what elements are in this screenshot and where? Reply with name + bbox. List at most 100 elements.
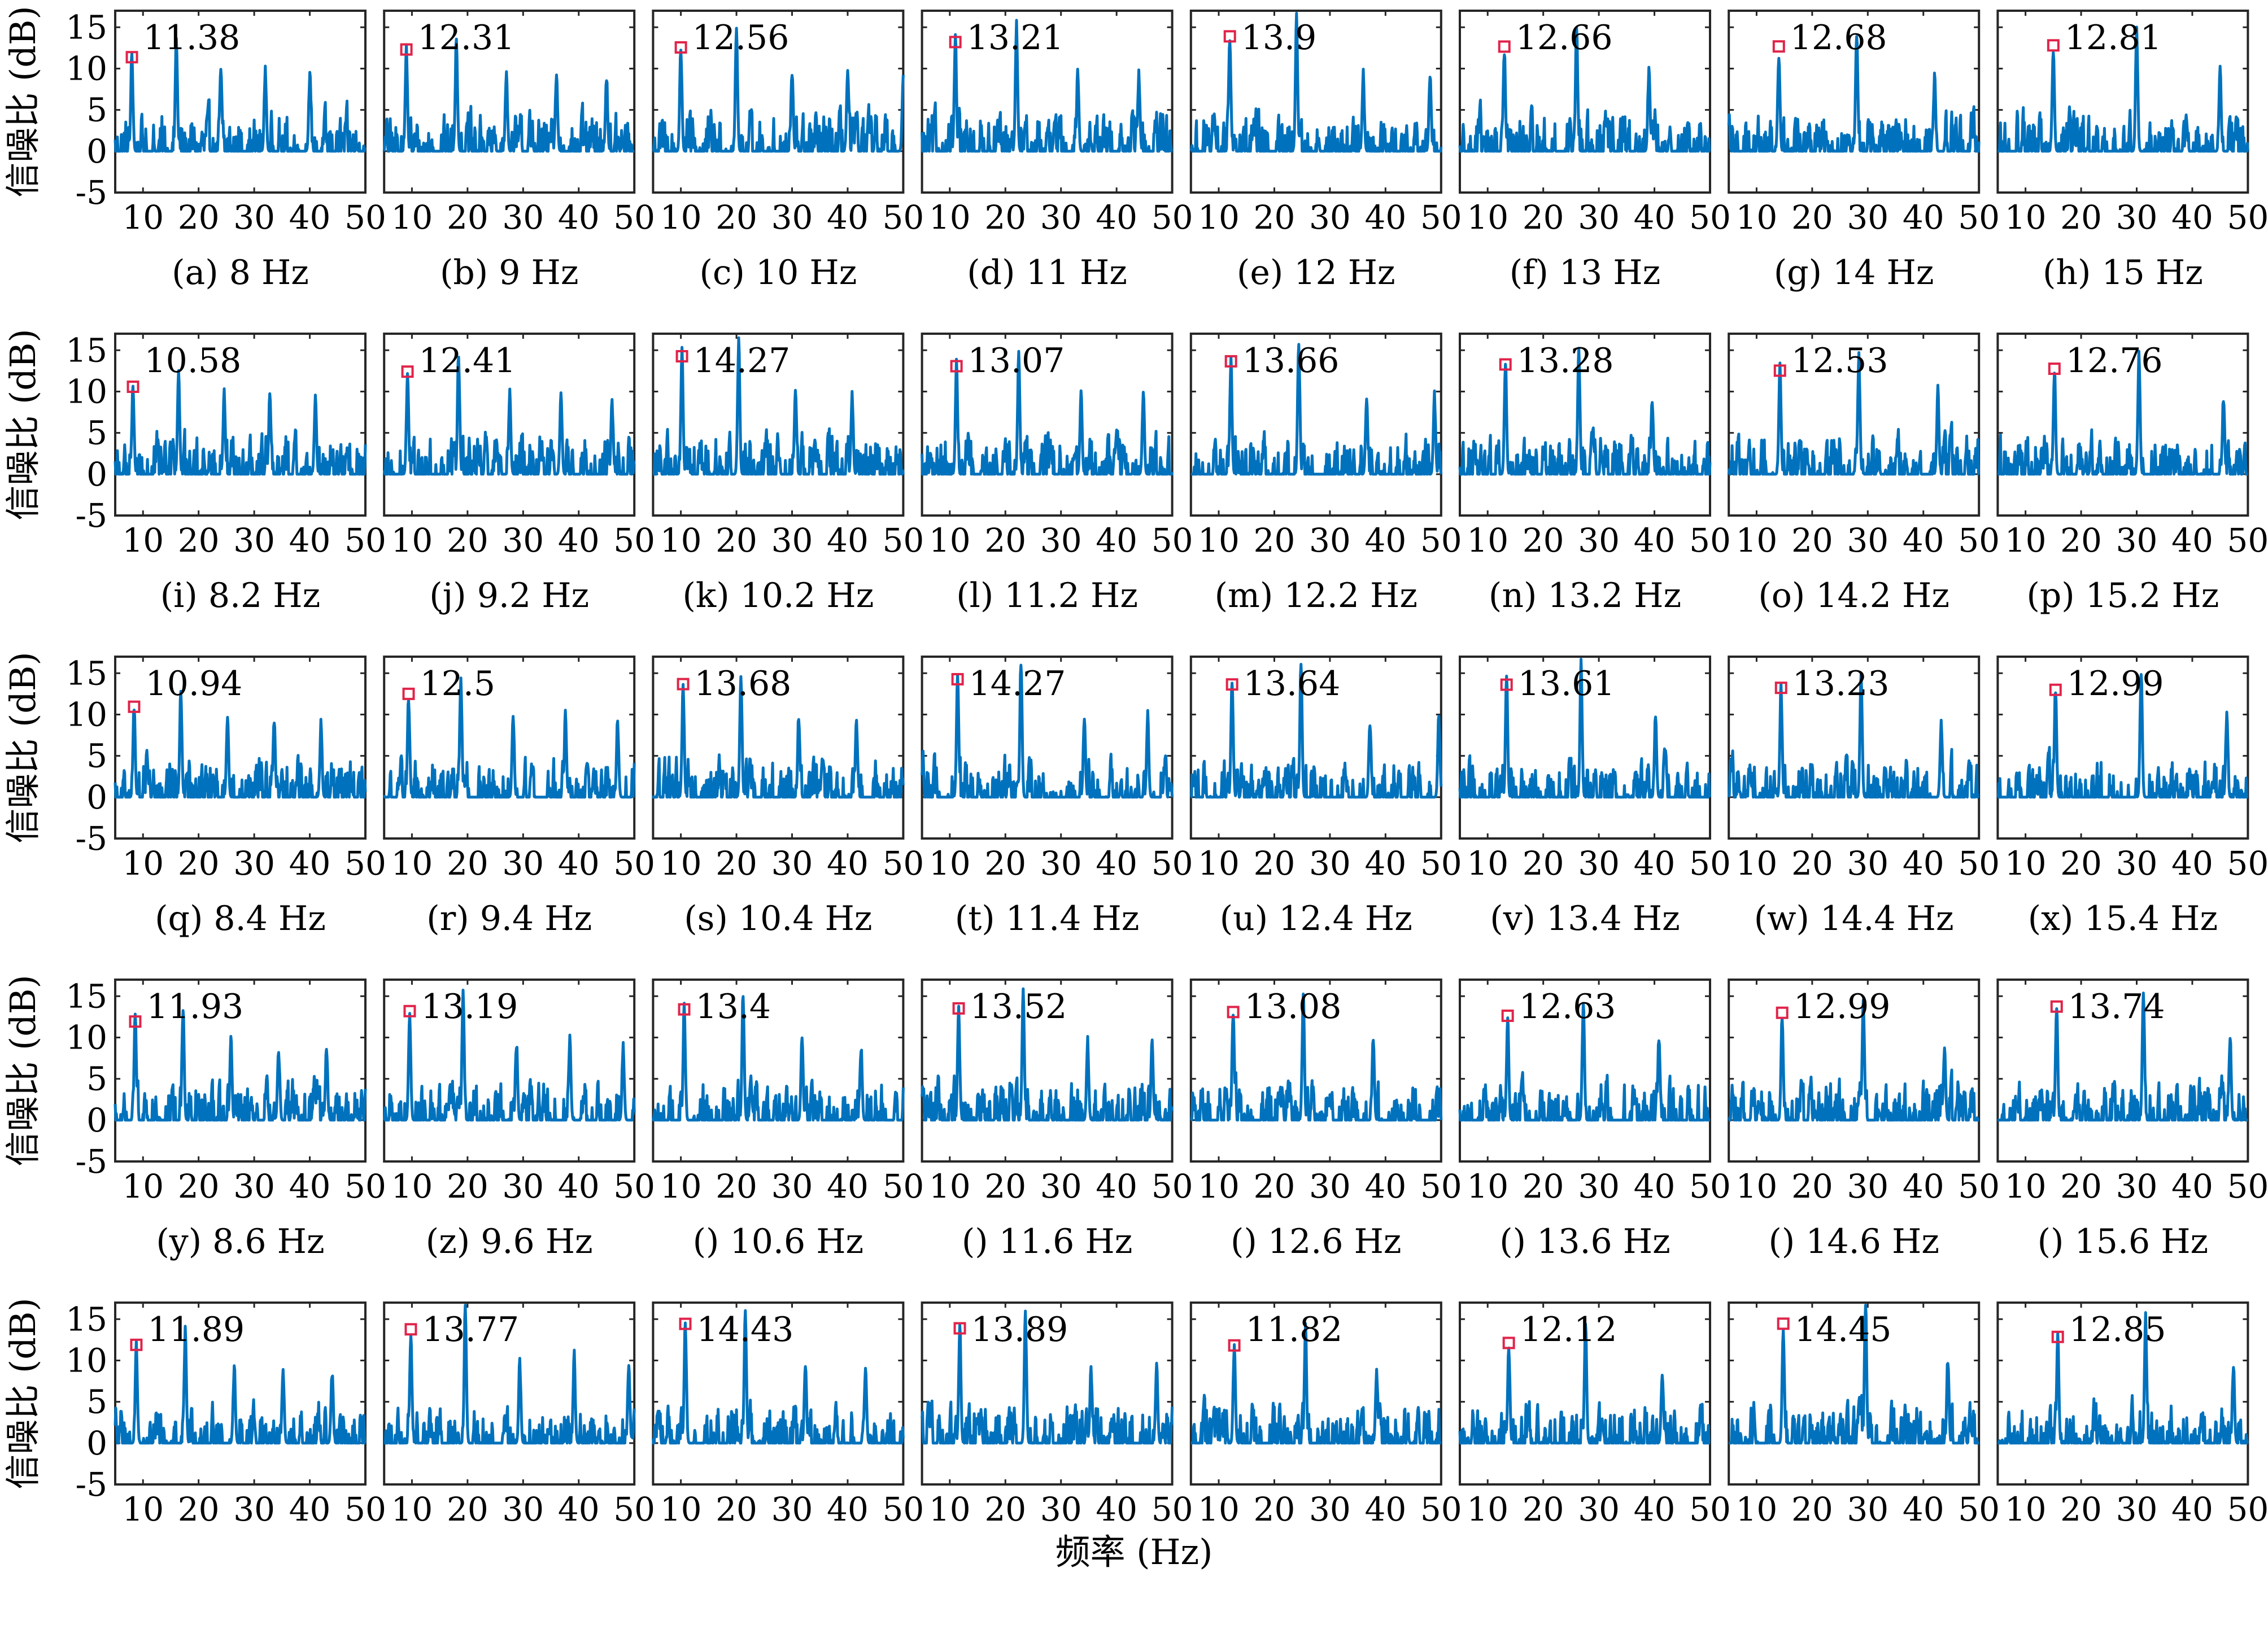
snr-series-line xyxy=(921,987,1174,1122)
subplot: 10 20 30 40 50 13.08 () 12.6 Hz xyxy=(1189,979,1462,1261)
snr-series-line xyxy=(1996,1311,2249,1445)
x-tick-label: 50 xyxy=(882,844,924,883)
x-tick-label: 10 xyxy=(1198,1167,1240,1206)
peak-value-label: 12.66 xyxy=(1516,18,1613,58)
snr-series-line xyxy=(383,1303,636,1445)
x-tick-label: 40 xyxy=(1903,521,1944,560)
subplot: 10 20 30 40 50 13.19 (z) 9.6 Hz xyxy=(383,979,655,1261)
subplot: 10 20 30 40 50 12.99 () 14.6 Hz xyxy=(1728,979,2000,1261)
subplot-caption: (l) 11.2 Hz xyxy=(956,576,1138,615)
peak-value-label: 13.21 xyxy=(967,18,1064,58)
subplot-caption: (o) 14.2 Hz xyxy=(1758,576,1949,615)
x-tick-label: 50 xyxy=(2227,198,2268,237)
y-tick-label: -5 xyxy=(76,173,108,212)
x-tick-label: 40 xyxy=(558,521,600,560)
x-tick-label: 50 xyxy=(1689,521,1731,560)
x-tick-label: 50 xyxy=(613,844,655,883)
x-tick-label: 40 xyxy=(289,844,331,883)
subplot-caption: (m) 12.2 Hz xyxy=(1215,576,1418,615)
x-tick-label: 20 xyxy=(1523,198,1564,237)
peak-value-label: 12.53 xyxy=(1791,341,1888,381)
x-tick-label: 50 xyxy=(1958,1490,2000,1528)
x-tick-label: 40 xyxy=(1364,1490,1406,1528)
y-tick-label: 15 xyxy=(66,1300,107,1338)
subplot-caption: (h) 15 Hz xyxy=(2043,253,2203,292)
x-tick-label: 50 xyxy=(1958,521,2000,560)
x-tick-label: 50 xyxy=(613,1167,655,1206)
subplot-caption: (d) 11 Hz xyxy=(967,253,1127,292)
x-tick-label: 40 xyxy=(2171,844,2213,883)
x-tick-label: 20 xyxy=(984,198,1026,237)
x-tick-label: 10 xyxy=(122,1167,164,1206)
peak-marker xyxy=(403,1004,416,1017)
x-tick-label: 20 xyxy=(1791,1490,1833,1528)
x-tick-label: 40 xyxy=(1634,844,1676,883)
snr-series-line xyxy=(1458,347,1712,476)
snr-series-line xyxy=(114,1325,367,1445)
x-tick-label: 40 xyxy=(289,1167,331,1206)
x-tick-label: 30 xyxy=(1578,1167,1620,1206)
x-tick-label: 30 xyxy=(771,198,813,237)
y-tick-label: 0 xyxy=(86,132,107,171)
subplot-caption: (x) 15.4 Hz xyxy=(2028,899,2218,938)
x-tick-label: 20 xyxy=(716,844,757,883)
peak-value-label: 12.99 xyxy=(2067,664,2164,704)
snr-series-line xyxy=(1190,343,1443,476)
peak-value-label: 13.68 xyxy=(695,664,792,704)
peak-value-label: 12.76 xyxy=(2066,341,2163,381)
x-tick-label: 50 xyxy=(613,198,655,237)
snr-series-line xyxy=(383,676,636,799)
y-tick-label: 15 xyxy=(66,331,107,369)
x-tick-label: 40 xyxy=(1364,198,1406,237)
peak-marker xyxy=(678,1003,691,1016)
x-tick-label: 30 xyxy=(771,1490,813,1528)
peak-marker xyxy=(1777,1317,1790,1330)
subplot: 10 20 30 40 50 12.68 (g) 14 Hz xyxy=(1727,10,2000,292)
x-tick-label: 10 xyxy=(929,844,971,883)
peak-value-label: 13.74 xyxy=(2068,987,2165,1027)
x-tick-label: 30 xyxy=(1040,198,1082,237)
x-tick-label: 30 xyxy=(233,1167,275,1206)
x-tick-label: 10 xyxy=(660,521,702,560)
plot-frame xyxy=(1996,333,2249,517)
x-tick-label: 40 xyxy=(1364,521,1406,560)
x-tick-label: 20 xyxy=(2060,1490,2102,1528)
x-tick-label: 10 xyxy=(1467,1167,1508,1206)
x-tick-label: 50 xyxy=(1958,198,2000,237)
peak-value-label: 11.89 xyxy=(147,1310,245,1349)
plot-frame xyxy=(383,1301,636,1486)
peak-value-label: 10.58 xyxy=(145,341,242,381)
x-tick-label: 30 xyxy=(1847,1490,1888,1528)
peak-value-label: 13.52 xyxy=(970,987,1067,1027)
x-tick-label: 40 xyxy=(1903,844,1944,883)
subplot: 10 20 30 40 50 12.41 (j) 9.2 Hz xyxy=(382,333,655,615)
peak-marker xyxy=(1225,678,1238,691)
y-tick-label: 15 xyxy=(66,8,107,46)
x-tick-label: 10 xyxy=(1736,521,1778,560)
x-tick-label: 40 xyxy=(827,198,869,237)
peak-marker xyxy=(404,1323,417,1336)
peak-marker xyxy=(679,1317,692,1330)
subplot-caption: (g) 14 Hz xyxy=(1774,253,1934,292)
x-tick-label: 20 xyxy=(716,1167,757,1206)
x-tick-label: 50 xyxy=(882,1167,924,1206)
x-tick-label: 50 xyxy=(1152,1167,1193,1206)
x-tick-label: 30 xyxy=(2116,521,2158,560)
x-tick-label: 20 xyxy=(178,1490,220,1528)
x-tick-label: 30 xyxy=(771,521,813,560)
y-tick-label: -5 xyxy=(76,496,108,535)
subplot-caption: (y) 8.6 Hz xyxy=(156,1222,324,1261)
x-tick-label: 20 xyxy=(716,1490,757,1528)
subplot-caption: (j) 9.2 Hz xyxy=(429,576,589,615)
x-tick-label: 50 xyxy=(2227,1490,2268,1528)
x-tick-label: 30 xyxy=(1040,521,1082,560)
x-tick-label: 20 xyxy=(447,1490,489,1528)
subplot-caption: (t) 11.4 Hz xyxy=(955,899,1140,938)
x-tick-label: 50 xyxy=(882,198,924,237)
x-tick-label: 10 xyxy=(1736,1490,1778,1528)
peak-marker xyxy=(1498,40,1511,53)
x-tick-label: 50 xyxy=(344,844,386,883)
x-tick-label: 10 xyxy=(2005,521,2047,560)
